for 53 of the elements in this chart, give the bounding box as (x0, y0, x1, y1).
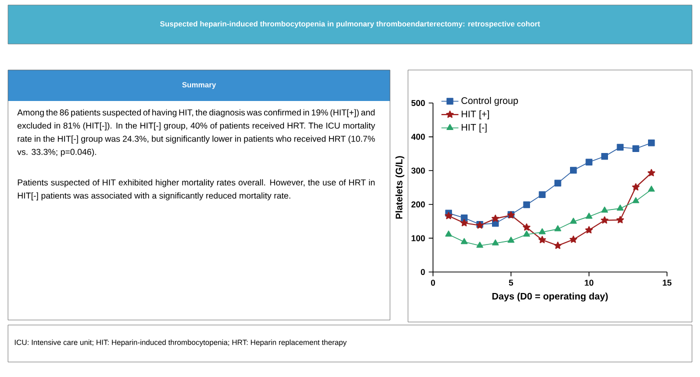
y-tick-label: 400 (411, 134, 425, 140)
y-axis-title: Platelets (G/L) (395, 156, 404, 219)
point (444, 212, 452, 220)
point (632, 197, 640, 204)
y-tick-label: 200 (411, 201, 425, 208)
text: Among the 86 patients suspected of having HIT, the diagnosis was confirmed in 19% (HIT[+]) and excluded in 81% (HIT[-]). In the HIT[-] group, 40% of patients received HRT. The ICU mortality rate in the HIT[-] group was 24.3%, but significantly lower in patients who received HRT (10.7% vs. 33.3%; p=0.046). (17, 109, 376, 157)
point (570, 236, 578, 243)
point (554, 225, 562, 232)
point (601, 153, 608, 160)
point (616, 144, 624, 151)
x-tick-label: 15 (662, 280, 672, 286)
point (538, 236, 546, 244)
legend-label: Control group (461, 97, 518, 106)
point (460, 238, 468, 244)
point (648, 139, 655, 146)
point (445, 230, 452, 237)
point (570, 166, 577, 174)
point (632, 145, 640, 152)
point (601, 206, 608, 213)
y-tick-label: 0 (420, 269, 425, 275)
point (616, 216, 624, 224)
point (648, 186, 655, 192)
y-tick-label: 100 (412, 235, 425, 242)
point (523, 201, 530, 208)
point (476, 242, 484, 248)
x-axis-title: Days (D0 = operating day) (492, 292, 608, 302)
x-tick-label: 0 (430, 280, 436, 286)
point (585, 226, 593, 234)
point (586, 158, 592, 166)
point (554, 180, 562, 187)
point (492, 239, 499, 246)
text: Patients suspected of HIT exhibited higher mortality rates overall. However, the use of HRT in HIT[-] patients was associated with a significantly reduced mortality rate. (18, 179, 375, 200)
legend-label: HIT [-] (462, 124, 487, 133)
point (492, 214, 500, 222)
x-tick-label: 5 (508, 280, 514, 286)
x-tick-label: 10 (584, 280, 594, 286)
y-tick-label: 300 (411, 168, 425, 174)
point (538, 228, 546, 234)
point (616, 204, 624, 211)
point (570, 218, 577, 224)
point (586, 212, 592, 219)
point (648, 169, 656, 176)
point (632, 183, 640, 190)
y-tick-label: 500 (411, 100, 425, 106)
legend-label: HIT [+] (462, 110, 489, 120)
point (522, 223, 530, 231)
point (600, 216, 608, 224)
point (508, 236, 514, 243)
point (523, 230, 530, 237)
point (538, 191, 546, 198)
point (460, 219, 468, 226)
point (554, 242, 562, 249)
point (460, 214, 468, 222)
